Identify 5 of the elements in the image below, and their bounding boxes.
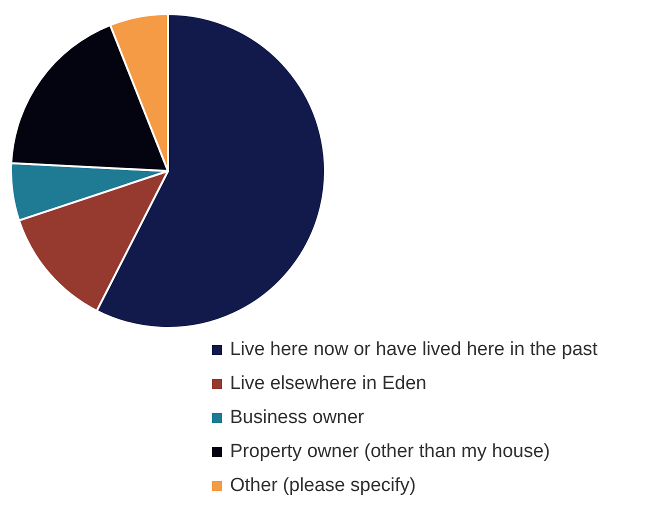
legend-label: Other (please specify) xyxy=(230,475,416,497)
legend-label: Business owner xyxy=(230,407,364,429)
legend-label: Live here now or have lived here in the past xyxy=(230,339,598,361)
legend-label: Live elsewhere in Eden xyxy=(230,373,426,395)
legend-label: Property owner (other than my house) xyxy=(230,441,550,463)
